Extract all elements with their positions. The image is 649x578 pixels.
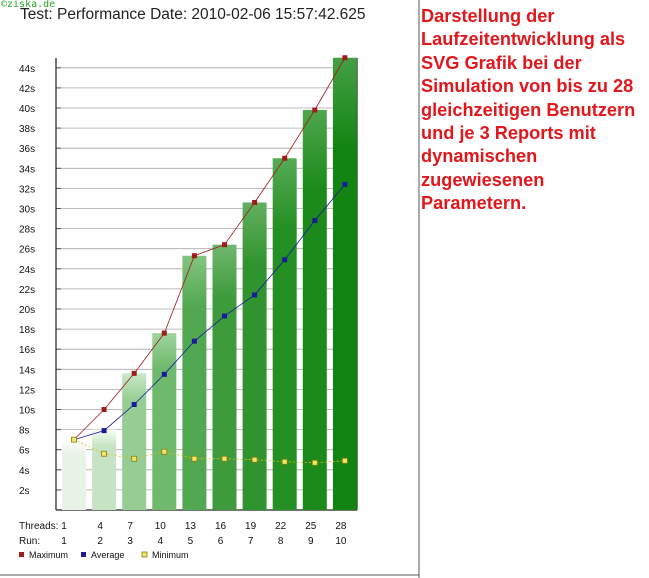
point: [312, 107, 318, 113]
point: [281, 458, 288, 465]
y-tick-label: 16s: [19, 345, 35, 356]
point: [131, 401, 137, 407]
x-tick-label: 10: [335, 536, 347, 547]
y-tick-label: 32s: [19, 184, 35, 195]
bar: [242, 202, 267, 510]
point: [101, 428, 107, 434]
x-tick-label: 3: [127, 536, 133, 547]
bar: [182, 255, 207, 510]
y-tick-label: 24s: [19, 265, 35, 276]
point: [221, 455, 228, 462]
y-tick-label: 6s: [19, 446, 30, 457]
x-tick-label: 8: [278, 536, 284, 547]
point: [341, 457, 348, 464]
y-tick-label: 28s: [19, 225, 35, 236]
bar: [92, 429, 117, 510]
point: [191, 455, 198, 462]
x-tick-label: 4: [97, 521, 103, 532]
point: [161, 330, 167, 336]
bar: [272, 158, 297, 510]
x-tick-label: 22: [275, 521, 287, 532]
point: [312, 218, 318, 224]
point: [101, 407, 107, 412]
point: [222, 242, 227, 248]
x-tick-label: 5: [188, 536, 194, 547]
description-text: Darstellung der Laufzeitentwicklung als …: [421, 6, 636, 214]
series-line: [73, 439, 345, 464]
watermark: ©ziska.de: [1, 0, 56, 10]
point: [282, 155, 288, 161]
bar: [62, 439, 86, 510]
y-tick-label: 12s: [19, 385, 35, 396]
run-label: Run:: [19, 536, 40, 547]
point: [251, 456, 258, 463]
bar: [212, 244, 237, 510]
point: [131, 455, 138, 462]
y-tick-label: 30s: [19, 205, 35, 216]
point: [282, 257, 288, 263]
legend-marker: [19, 552, 24, 557]
chart-title: Test: Performance Date: 2010-02-06 15:57…: [20, 6, 366, 23]
y-tick-label: 8s: [19, 426, 30, 437]
y-tick-label: 4s: [19, 466, 30, 477]
point: [161, 448, 168, 455]
x-tick-label: 6: [218, 536, 224, 547]
point: [191, 338, 197, 344]
x-tick-label: 19: [245, 521, 257, 532]
y-tick-label: 20s: [19, 305, 35, 316]
series-line: [73, 184, 346, 441]
legend-label: Maximum: [29, 550, 68, 560]
y-tick-label: 38s: [19, 124, 35, 135]
point: [252, 199, 258, 205]
series-line: [73, 57, 346, 440]
x-tick-label: 7: [127, 521, 133, 532]
y-tick-label: 22s: [19, 285, 35, 296]
point: [311, 459, 318, 466]
point: [161, 371, 167, 377]
legend-marker: [81, 552, 86, 557]
x-tick-label: 9: [308, 536, 314, 547]
x-tick-label: 28: [335, 521, 347, 532]
x-tick-label: 13: [185, 521, 197, 532]
bar: [122, 373, 147, 510]
y-tick-label: 36s: [19, 144, 35, 155]
y-tick-label: 42s: [19, 84, 35, 95]
bar: [152, 333, 177, 510]
bar: [302, 110, 327, 510]
x-tick-label: 4: [158, 536, 164, 547]
bar: [332, 57, 357, 510]
x-tick-label: 2: [97, 536, 103, 547]
y-tick-label: 40s: [19, 104, 35, 115]
x-tick-label: 25: [305, 521, 317, 532]
legend-label: Average: [91, 550, 124, 560]
legend-marker: [141, 551, 148, 558]
point: [252, 292, 258, 298]
point: [131, 370, 137, 376]
point: [191, 253, 197, 259]
legend-label: Minimum: [152, 550, 189, 560]
point: [342, 181, 348, 187]
x-tick-label: 10: [155, 521, 167, 532]
y-tick-label: 26s: [19, 245, 35, 256]
y-tick-label: 14s: [19, 365, 35, 376]
x-tick-label: 7: [248, 536, 254, 547]
point: [101, 450, 107, 457]
y-tick-label: 2s: [19, 486, 30, 497]
point: [71, 436, 77, 443]
point: [342, 55, 348, 61]
x-tick-label: 1: [61, 521, 67, 532]
point: [222, 313, 227, 319]
y-tick-label: 18s: [19, 325, 35, 336]
y-tick-label: 34s: [19, 164, 35, 175]
y-tick-label: 10s: [19, 406, 35, 417]
threads-label: Threads:: [19, 521, 58, 532]
x-tick-label: 16: [215, 521, 227, 532]
y-tick-label: 44s: [19, 64, 35, 75]
x-tick-label: 1: [61, 536, 67, 547]
